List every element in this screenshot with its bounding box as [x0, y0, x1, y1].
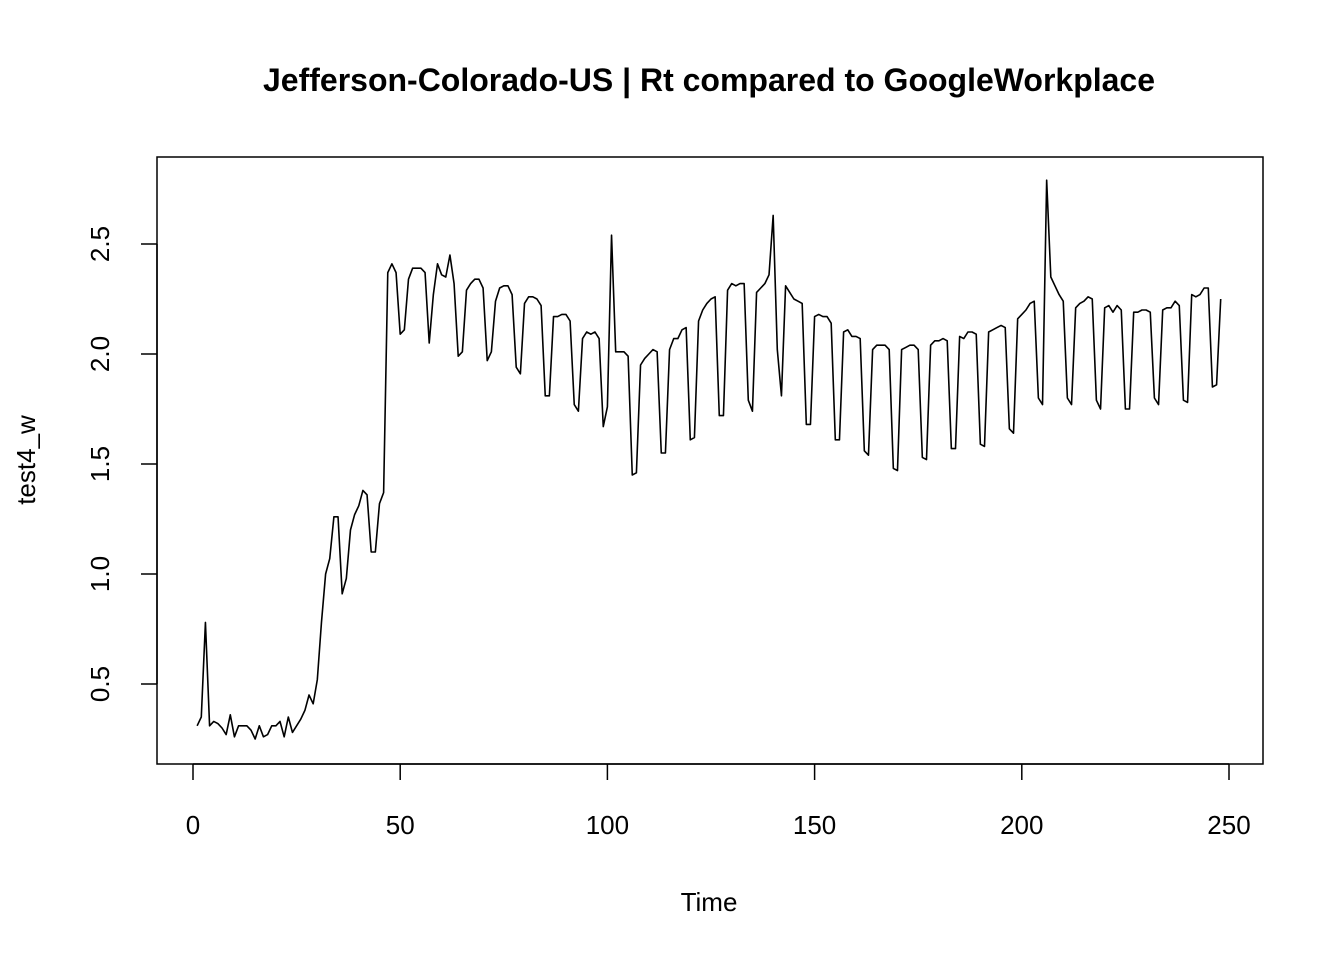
y-tick-label: 1.5: [85, 446, 115, 482]
x-axis-title: Time: [681, 887, 738, 917]
x-tick-label: 50: [386, 810, 415, 840]
y-tick-label: 2.0: [85, 336, 115, 372]
x-tick-label: 250: [1207, 810, 1250, 840]
x-tick-label: 0: [186, 810, 200, 840]
plot-frame: [156, 156, 1264, 765]
x-tick-label: 100: [586, 810, 629, 840]
series-line: [196, 179, 1222, 740]
x-tick-label: 200: [1000, 810, 1043, 840]
chart-title: Jefferson-Colorado-US | Rt compared to G…: [263, 62, 1155, 98]
y-tick-label: 0.5: [85, 666, 115, 702]
y-axis-title: test4_w: [11, 415, 41, 505]
x-tick-label: 150: [793, 810, 836, 840]
y-tick-label: 2.5: [85, 226, 115, 262]
y-tick-label: 1.0: [85, 556, 115, 592]
x-axis: 0 50 100 150 200 250: [186, 763, 1251, 840]
y-axis: 0.5 1.0 1.5 2.0 2.5: [85, 226, 158, 702]
